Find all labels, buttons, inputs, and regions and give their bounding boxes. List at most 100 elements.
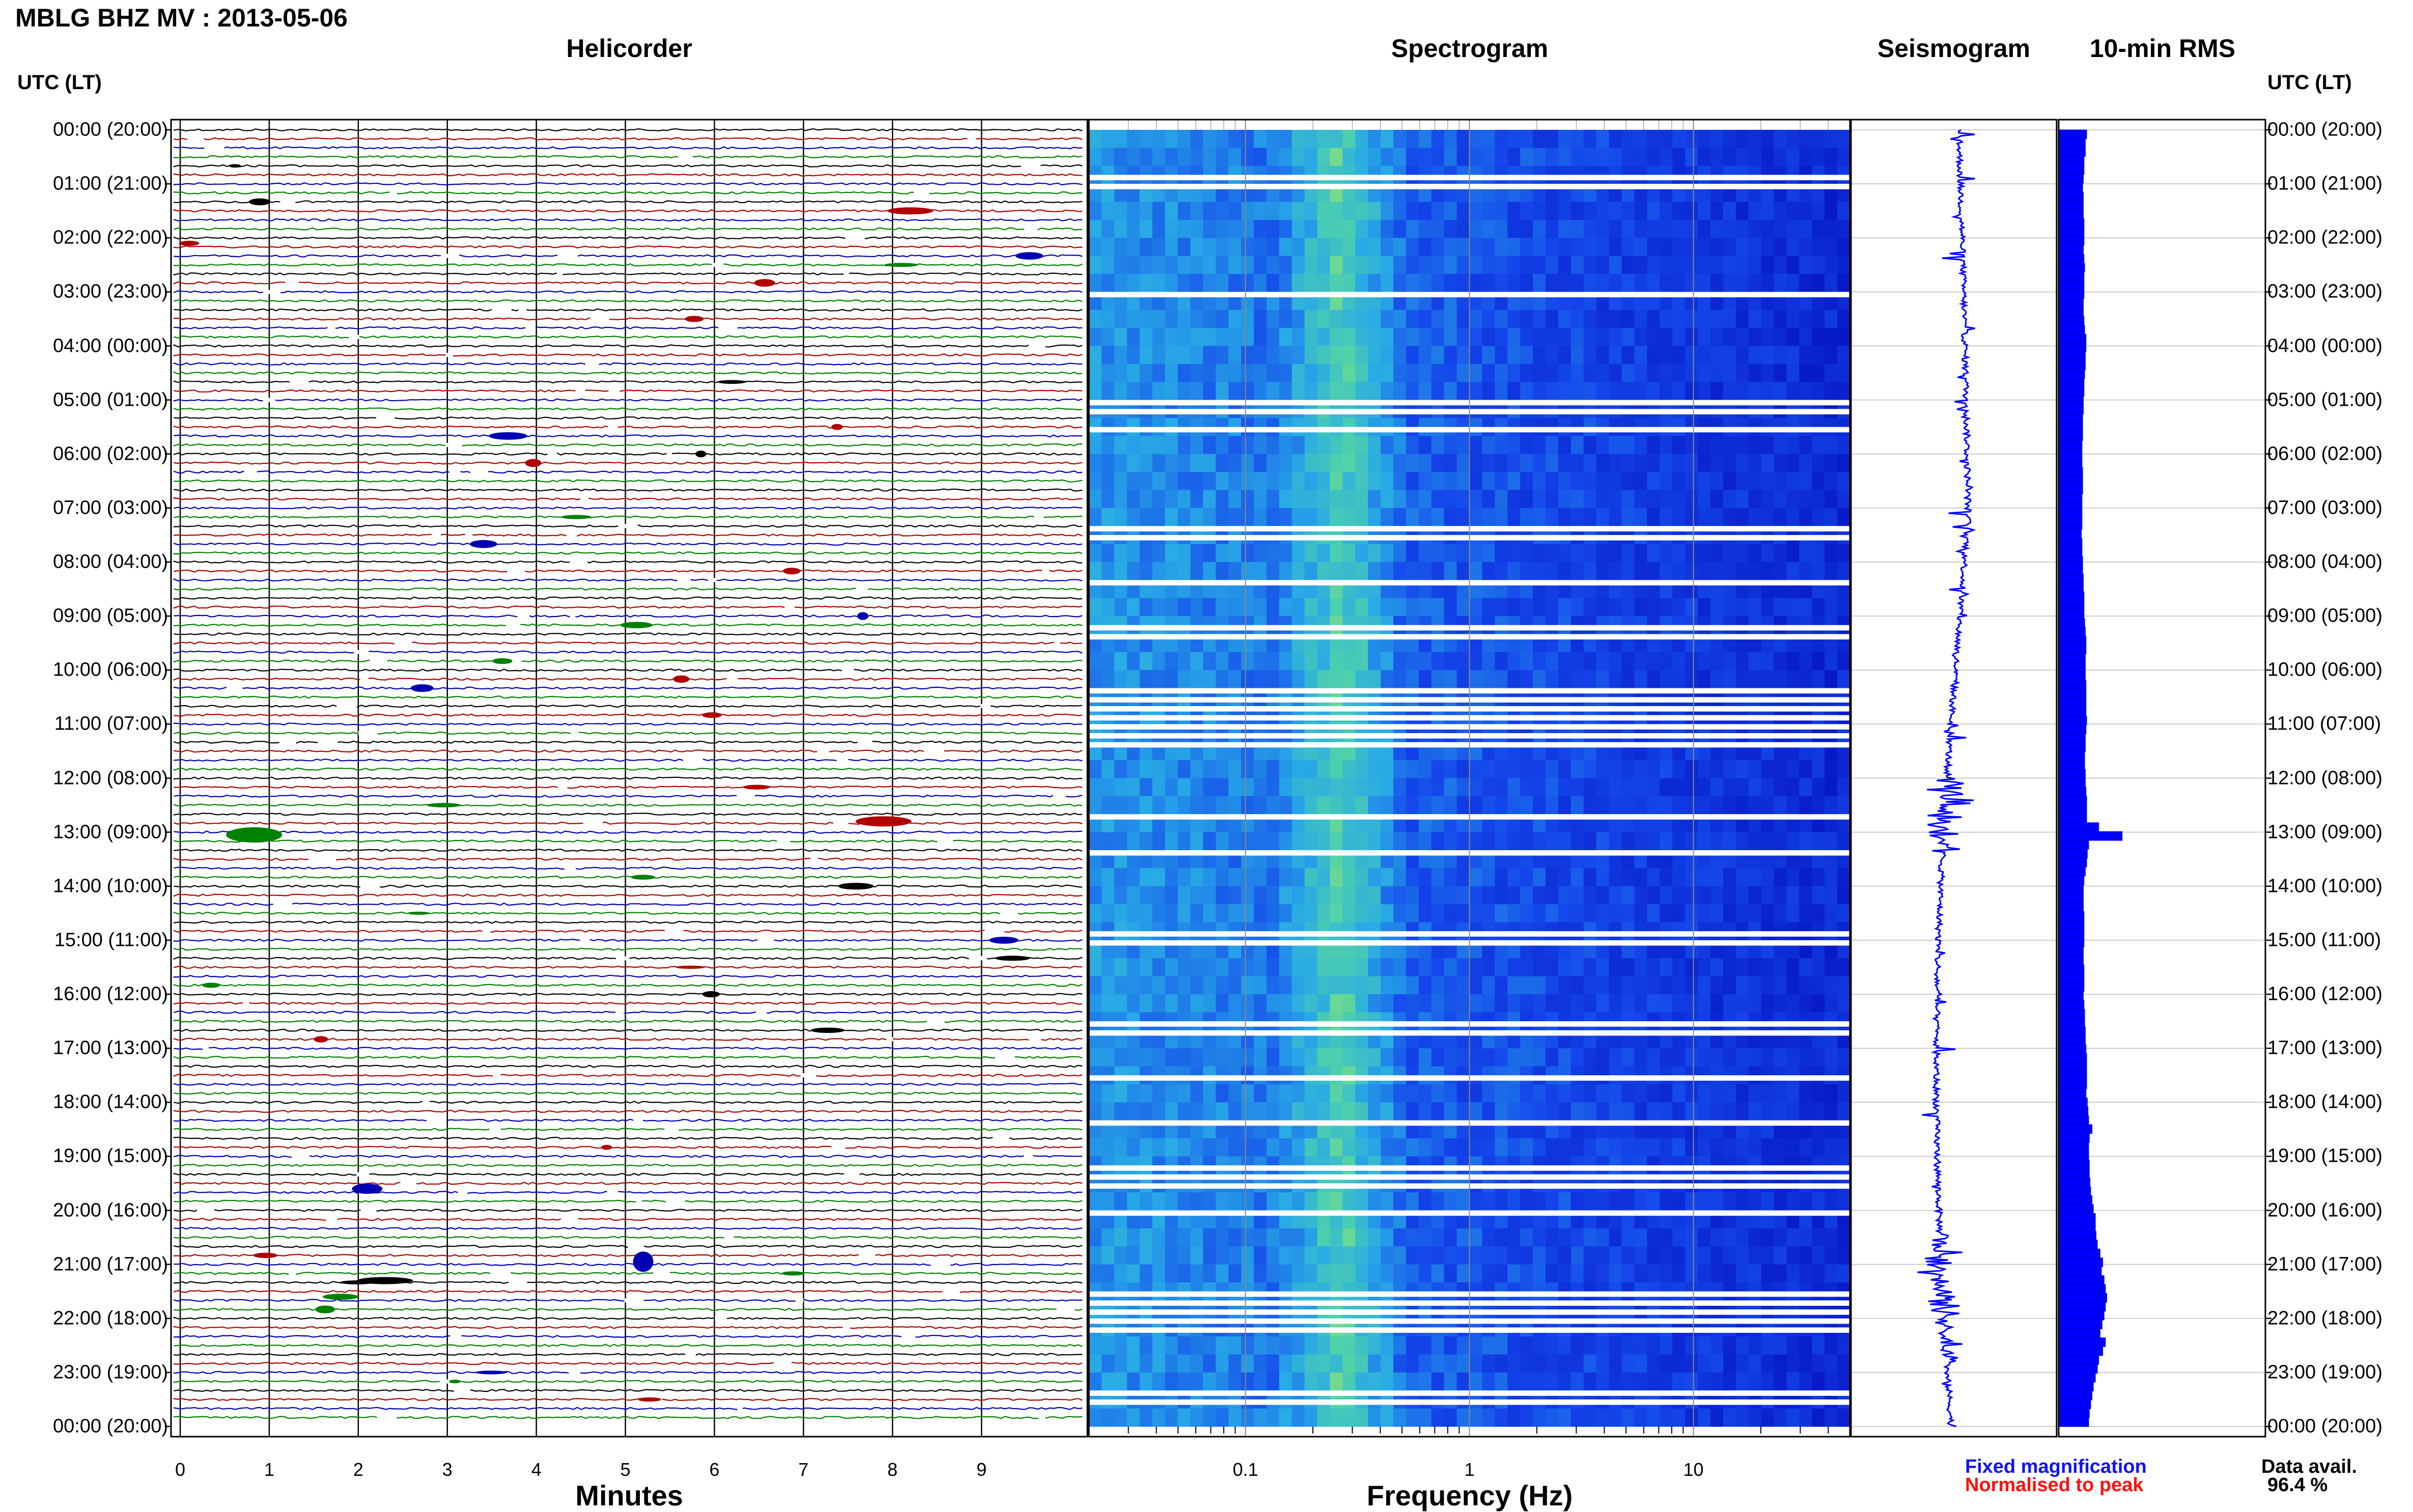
trace-gap: [517, 614, 529, 618]
rms-bar: [2059, 174, 2084, 183]
trace-gap: [715, 1317, 727, 1321]
trace-gap: [289, 1271, 296, 1275]
rms-bar: [2059, 778, 2086, 788]
spectrogram-cell: [1812, 778, 1825, 797]
rms-bar: [2059, 228, 2084, 237]
spectrogram-cell: [1799, 202, 1812, 220]
spectrogram-cell: [1305, 148, 1318, 166]
spectrogram-cell: [1127, 238, 1140, 256]
spectrogram-cell: [1609, 328, 1622, 346]
spectrogram-cell: [1710, 1373, 1724, 1391]
spectrogram-cell: [1660, 778, 1673, 797]
spectrogram-cell: [1546, 598, 1559, 617]
spectrogram-cell: [1165, 544, 1179, 563]
spectrogram-cell: [1444, 562, 1457, 580]
spectrogram-cell: [1419, 670, 1432, 688]
spectrogram-cell: [1647, 760, 1660, 778]
spectrogram-cell: [1342, 202, 1356, 220]
spectrogram-cell: [1749, 652, 1762, 670]
seismic-event: [525, 459, 541, 467]
spectrogram-cell: [1736, 760, 1749, 778]
spectrogram-cell: [1432, 544, 1445, 563]
helicorder-trace: [174, 1146, 1082, 1149]
helicorder-trace: [174, 390, 1082, 392]
spectrogram-cell: [1609, 904, 1622, 922]
spectrogram-cell: [1634, 994, 1647, 1013]
spectrogram-cell: [1723, 976, 1736, 995]
spectrogram-cell: [1761, 1102, 1775, 1121]
spectrogram-cell: [1749, 1084, 1762, 1103]
rms-bar: [2059, 405, 2084, 414]
rms-bar: [2059, 396, 2084, 405]
rms-bar: [2059, 1391, 2092, 1400]
spectrogram-cell: [1140, 562, 1153, 580]
spectrogram-cell: [1812, 508, 1825, 526]
spectrogram-cell: [1825, 1228, 1838, 1247]
spectrogram-cell: [1342, 454, 1356, 472]
spectrogram-cell: [1749, 346, 1762, 365]
spectrogram-cell: [1774, 148, 1787, 166]
spectrogram-cell: [1660, 508, 1673, 526]
spectrogram-cell: [1533, 994, 1546, 1013]
rms-bar: [2059, 725, 2086, 734]
spectrogram-cell: [1317, 778, 1331, 797]
spectrogram-cell: [1609, 778, 1622, 797]
helicorder-trace: [174, 885, 1082, 887]
spectrogram-cell: [1558, 1409, 1572, 1427]
spectrogram-cell: [1596, 958, 1610, 976]
spectrogram-cell: [1571, 364, 1584, 382]
spectrogram-cell: [1203, 1373, 1216, 1391]
spectrogram-cell: [1153, 1138, 1166, 1157]
spectrogram-cell: [1685, 1373, 1698, 1391]
spectrogram-cell: [1190, 328, 1203, 346]
spectrogram-cell: [1584, 1192, 1597, 1211]
spectrogram-cell: [1203, 886, 1216, 905]
spectrogram-cell: [1089, 544, 1102, 563]
spectrogram-cell: [1241, 1246, 1254, 1265]
spectrogram-cell: [1786, 976, 1800, 995]
seismic-event: [703, 991, 720, 997]
spectrogram-cell: [1342, 436, 1356, 454]
spectrogram-cell: [1216, 598, 1229, 617]
spectrogram-cell: [1330, 1373, 1343, 1391]
spectrogram-cell: [1520, 1084, 1533, 1103]
spectrogram-cell: [1470, 1373, 1483, 1391]
spectrogram-cell: [1203, 130, 1216, 148]
spectrogram-cell: [1406, 382, 1419, 400]
spectrogram-cell: [1355, 382, 1368, 400]
spectrogram-cell: [1444, 148, 1457, 166]
trace-gap: [859, 1253, 876, 1257]
spectrogram-cell: [1799, 364, 1812, 382]
spectrogram-cell: [1533, 1246, 1546, 1265]
spectrogram-cell: [1698, 652, 1711, 670]
trace-gap: [718, 326, 738, 330]
spectrogram-cell: [1710, 310, 1724, 328]
spectrogram-cell: [1127, 328, 1140, 346]
spectrogram-cell: [1203, 598, 1216, 617]
spectrogram-cell: [1761, 670, 1775, 688]
spectrogram-cell: [1305, 508, 1318, 526]
spectrogram-cell: [1381, 130, 1394, 148]
helicorder-trace: [174, 417, 1082, 419]
spectrogram-cell: [1533, 436, 1546, 454]
spectrogram-cell: [1267, 238, 1280, 256]
spectrogram-cell: [1825, 994, 1838, 1013]
rms-bar: [2059, 192, 2084, 201]
spectrogram-cell: [1837, 382, 1850, 400]
spectrogram-cell: [1571, 832, 1584, 851]
spectrogram-cell: [1786, 778, 1800, 797]
spectrogram-cell: [1761, 274, 1775, 292]
spectrogram-cell: [1533, 670, 1546, 688]
spectrogram-cell: [1584, 346, 1597, 365]
spectrogram-cell: [1432, 274, 1445, 292]
spectrogram-cell: [1342, 310, 1356, 328]
spectrogram-cell: [1292, 544, 1305, 563]
spectrogram-cell: [1330, 1336, 1343, 1355]
spectrogram-cell: [1647, 652, 1660, 670]
spectrogram-cell: [1786, 310, 1800, 328]
spectrogram-cell: [1406, 436, 1419, 454]
spectrogram-cell: [1165, 238, 1179, 256]
trace-gap: [607, 1190, 618, 1194]
spectrogram-cell: [1698, 958, 1711, 976]
spectrogram-cell: [1825, 1048, 1838, 1067]
